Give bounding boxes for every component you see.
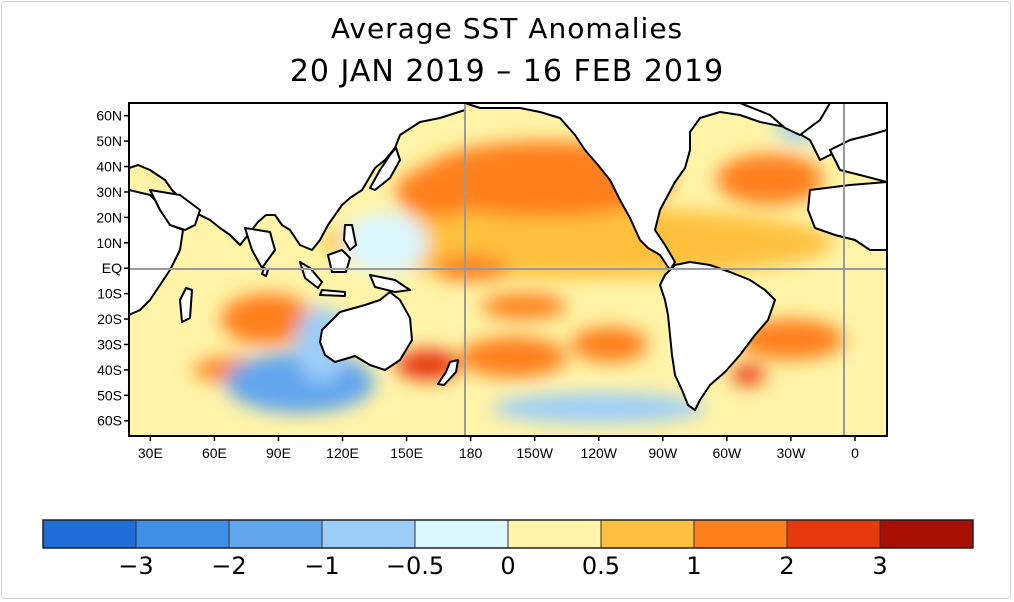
land-philippines: [343, 224, 357, 251]
colorbar-label: 0.5: [582, 552, 620, 580]
colorbar-border: [42, 519, 974, 549]
colorbar-bin: [42, 519, 137, 549]
land-java: [319, 289, 346, 297]
lat-label: 50S: [97, 387, 122, 403]
lat-label: 30S: [97, 336, 122, 352]
land-new-zealand: [437, 359, 459, 386]
land-australia: [319, 291, 413, 371]
lon-label: 60E: [202, 445, 227, 461]
lon-label: 30W: [777, 445, 807, 461]
anomaly-patch-10: [731, 364, 766, 386]
colorbar-bin: [135, 519, 230, 549]
colorbar-bin: [600, 519, 695, 549]
map-plot-area: [129, 103, 887, 436]
lat-label: 60S: [97, 413, 122, 429]
colorbar-label: −1: [304, 552, 339, 580]
anomaly-patch-11: [716, 153, 823, 205]
land-japan: [369, 147, 401, 191]
lon-label: 90E: [266, 445, 291, 461]
anomaly-patch-15: [342, 212, 428, 274]
lon-label: 0: [851, 445, 859, 461]
lon-label: 30E: [138, 445, 163, 461]
anomaly-patch-16: [481, 293, 567, 320]
anomaly-patch-9: [737, 319, 845, 360]
colorbar-label: 1: [686, 552, 701, 580]
lat-label: 40N: [96, 159, 122, 175]
land-new-guinea: [369, 274, 411, 293]
colorbar-label: 2: [779, 552, 794, 580]
lat-label: 10N: [96, 235, 122, 251]
colorbar-bin: [693, 519, 788, 549]
lat-label: 20S: [97, 311, 122, 327]
colorbar-label: 3: [872, 552, 887, 580]
colorbar-bin: [228, 519, 323, 549]
colorbar-bin: [879, 519, 974, 549]
anomaly-patch-14: [491, 392, 706, 424]
lon-label: 150E: [390, 445, 423, 461]
lon-label: 120W: [580, 445, 617, 461]
land-west-africa: [807, 181, 887, 251]
map-title: Average SST Anomalies: [330, 12, 684, 45]
lon-label: 120E: [326, 445, 359, 461]
colorbar-label: −0.5: [386, 552, 444, 580]
land-madagascar: [179, 287, 193, 323]
lon-label: 60W: [712, 445, 742, 461]
colorbar-label: −3: [118, 552, 153, 580]
lat-label: 30N: [96, 184, 122, 200]
lat-label: 50N: [96, 133, 122, 149]
lat-label: 10S: [97, 286, 122, 302]
land-south-america: [659, 261, 776, 411]
colorbar-bin: [414, 519, 509, 549]
map-border: [128, 102, 888, 437]
colorbar-bin: [507, 519, 602, 549]
anomaly-patch-5: [459, 336, 567, 378]
colorbar-label: −2: [211, 552, 246, 580]
colorbar-bin: [321, 519, 416, 549]
latitude-axis: 60N 50N 40N 30N 20N 10N EQ 10S 20S 30S 40S 50S 60S: [96, 108, 129, 429]
colorbar: −3 −2 −1 −0.5 0 0.5 1 2 3: [42, 519, 974, 580]
anomaly-patch-2: [395, 166, 482, 218]
anomaly-patch-7: [220, 293, 315, 345]
date-range-title: 20 JAN 2019 – 16 FEB 2019: [289, 54, 725, 89]
land-greenland: [739, 103, 831, 136]
colorbar-label: 0: [500, 552, 515, 580]
lon-label: 150W: [516, 445, 553, 461]
lon-label: 180: [459, 445, 483, 461]
lat-label: 40S: [97, 362, 122, 378]
land-india: [244, 227, 276, 269]
lon-label: 90W: [648, 445, 678, 461]
land-arabia: [149, 189, 201, 231]
longitude-axis: 30E 60E 90E 120E 150E 180 150W 120W 90W 60W 30W 0: [138, 436, 859, 461]
lat-label: 60N: [96, 108, 122, 124]
anomaly-patch-4: [395, 349, 460, 381]
anomaly-field: [150, 115, 845, 424]
lat-label: EQ: [102, 260, 122, 276]
lat-label: 20N: [96, 209, 122, 225]
colorbar-bin: [786, 519, 881, 549]
anomaly-patch-6: [570, 326, 648, 363]
